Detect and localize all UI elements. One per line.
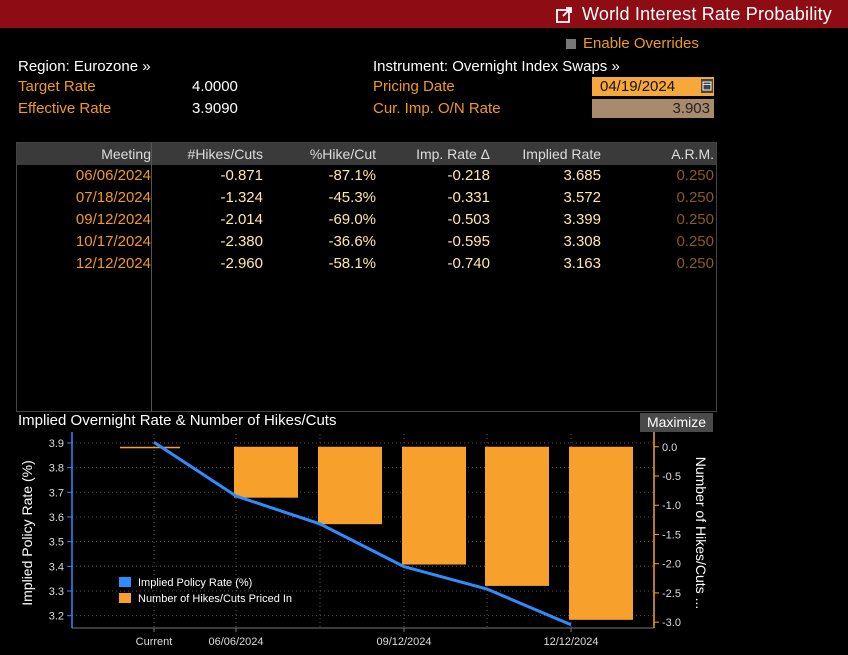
left-tick-label: 3.8: [49, 463, 64, 475]
pricing-date-value: 04/19/2024: [600, 78, 676, 95]
meetings-table: Meeting #Hikes/Cuts %Hike/Cut Imp. Rate …: [16, 142, 717, 412]
cell-meeting: 09/12/2024: [75, 211, 151, 228]
cell-meeting: 10/17/2024: [75, 233, 151, 250]
col-header-implied-rate[interactable]: Implied Rate: [522, 146, 601, 162]
enable-overrides-label[interactable]: Enable Overrides: [583, 35, 699, 52]
table-row[interactable]: 07/18/2024 -1.324 -45.3% -0.331 3.572 0.250: [17, 187, 716, 209]
legend-swatch-hikes: [119, 593, 131, 603]
cell-meeting: 12/12/2024: [75, 255, 151, 272]
cell-implied-rate: 3.163: [563, 255, 601, 272]
cell-hikes-cuts: -2.960: [220, 255, 263, 272]
maximize-button[interactable]: Maximize: [640, 413, 713, 432]
left-tick-label: 3.6: [49, 512, 64, 524]
cell-pct-hike-cut: -58.1%: [328, 255, 376, 272]
left-axis-title: Implied Policy Rate (%): [19, 460, 35, 606]
cell-implied-rate: 3.572: [563, 189, 601, 206]
right-tick-label: -3.0: [662, 617, 681, 629]
cell-imp-rate-delta: -0.331: [447, 189, 490, 206]
effective-rate-value: 3.9090: [192, 100, 238, 117]
popout-icon[interactable]: [556, 6, 572, 23]
x-tick-label: 12/12/2024: [543, 636, 598, 648]
legend-label-rate: Implied Policy Rate (%): [138, 577, 252, 589]
effective-rate-label: Effective Rate: [18, 100, 112, 117]
cell-imp-rate-delta: -0.503: [447, 211, 490, 228]
window-title: World Interest Rate Probability: [582, 4, 832, 24]
cell-implied-rate: 3.685: [563, 167, 601, 184]
legend-label-hikes: Number of Hikes/Cuts Priced In: [138, 593, 292, 605]
x-tick-label: 06/06/2024: [208, 636, 263, 648]
col-header-hikes-cuts[interactable]: #Hikes/Cuts: [187, 146, 263, 162]
col-header-imp-rate-delta[interactable]: Imp. Rate Δ: [416, 146, 490, 162]
title-bar: World Interest Rate Probability: [0, 0, 848, 28]
right-tick-label: -2.5: [662, 588, 681, 600]
bar-Current: [120, 446, 180, 449]
right-tick-label: -1.0: [662, 500, 681, 512]
right-tick-label: -0.5: [662, 471, 681, 483]
right-axis-title: Number of Hikes/Cuts ...: [693, 457, 709, 610]
col-header-pct-hike-cut[interactable]: %Hike/Cut: [309, 146, 376, 162]
bar-10/17/2024: [485, 446, 549, 586]
table-header: Meeting #Hikes/Cuts %Hike/Cut Imp. Rate …: [17, 143, 716, 165]
cell-imp-rate-delta: -0.218: [447, 167, 490, 184]
cell-meeting: 07/18/2024: [75, 189, 151, 206]
cell-imp-rate-delta: -0.740: [447, 255, 490, 272]
left-tick-label: 3.9: [49, 438, 64, 450]
col-header-arm[interactable]: A.R.M.: [671, 146, 714, 162]
plot-area: [72, 432, 654, 634]
implied-rate-line: [153, 440, 572, 627]
right-tick-label: -2.0: [662, 559, 681, 571]
cur-imp-rate-field[interactable]: 3.903: [592, 99, 714, 118]
calendar-icon[interactable]: [701, 79, 713, 93]
chart-title: Implied Overnight Rate & Number of Hikes…: [18, 412, 337, 429]
cell-arm: 0.250: [676, 189, 714, 206]
legend-swatch-rate: [119, 577, 131, 587]
cell-pct-hike-cut: -45.3%: [328, 189, 376, 206]
table-row[interactable]: 10/17/2024 -2.380 -36.6% -0.595 3.308 0.250: [17, 231, 716, 253]
bar-12/12/2024: [569, 446, 633, 620]
instrument-selector[interactable]: Instrument: Overnight Index Swaps »: [373, 58, 620, 75]
pricing-date-field[interactable]: 04/19/2024: [592, 77, 714, 96]
cell-implied-rate: 3.399: [563, 211, 601, 228]
cur-imp-rate-value: 3.903: [672, 100, 710, 117]
left-tick-label: 3.4: [49, 561, 64, 573]
col-header-meeting[interactable]: Meeting: [101, 146, 151, 162]
table-row[interactable]: 06/06/2024 -0.871 -87.1% -0.218 3.685 0.250: [17, 165, 716, 187]
cell-meeting: 06/06/2024: [75, 167, 151, 184]
cell-pct-hike-cut: -36.6%: [328, 233, 376, 250]
left-tick-label: 3.2: [49, 611, 64, 623]
cell-pct-hike-cut: -69.0%: [328, 211, 376, 228]
cell-arm: 0.250: [676, 167, 714, 184]
left-tick-label: 3.3: [49, 586, 64, 598]
cell-hikes-cuts: -2.014: [220, 211, 263, 228]
cell-pct-hike-cut: -87.1%: [328, 167, 376, 184]
cell-arm: 0.250: [676, 233, 714, 250]
enable-overrides-checkbox[interactable]: [566, 39, 576, 49]
region-selector[interactable]: Region: Eurozone »: [18, 58, 151, 75]
right-tick-label: -1.5: [662, 529, 681, 541]
column-divider: [151, 143, 152, 411]
cell-hikes-cuts: -1.324: [220, 189, 263, 206]
cell-implied-rate: 3.308: [563, 233, 601, 250]
x-tick-label: 09/12/2024: [376, 636, 431, 648]
cur-imp-rate-label: Cur. Imp. O/N Rate: [373, 100, 501, 117]
pricing-date-label: Pricing Date: [373, 78, 455, 95]
cell-arm: 0.250: [676, 255, 714, 272]
left-tick-label: 3.7: [49, 487, 64, 499]
cell-hikes-cuts: -0.871: [220, 167, 263, 184]
x-tick-label: Current: [136, 636, 173, 648]
right-tick-label: 0.0: [662, 442, 677, 454]
cell-arm: 0.250: [676, 211, 714, 228]
left-tick-label: 3.5: [49, 537, 64, 549]
cell-imp-rate-delta: -0.595: [447, 233, 490, 250]
target-rate-label: Target Rate: [18, 78, 96, 95]
target-rate-value: 4.0000: [192, 78, 238, 95]
table-row[interactable]: 12/12/2024 -2.960 -58.1% -0.740 3.163 0.250: [17, 253, 716, 275]
bar-07/18/2024: [318, 446, 382, 525]
bar-06/06/2024: [234, 446, 298, 498]
bar-09/12/2024: [402, 446, 466, 565]
table-row[interactable]: 09/12/2024 -2.014 -69.0% -0.503 3.399 0.250: [17, 209, 716, 231]
cell-hikes-cuts: -2.380: [220, 233, 263, 250]
